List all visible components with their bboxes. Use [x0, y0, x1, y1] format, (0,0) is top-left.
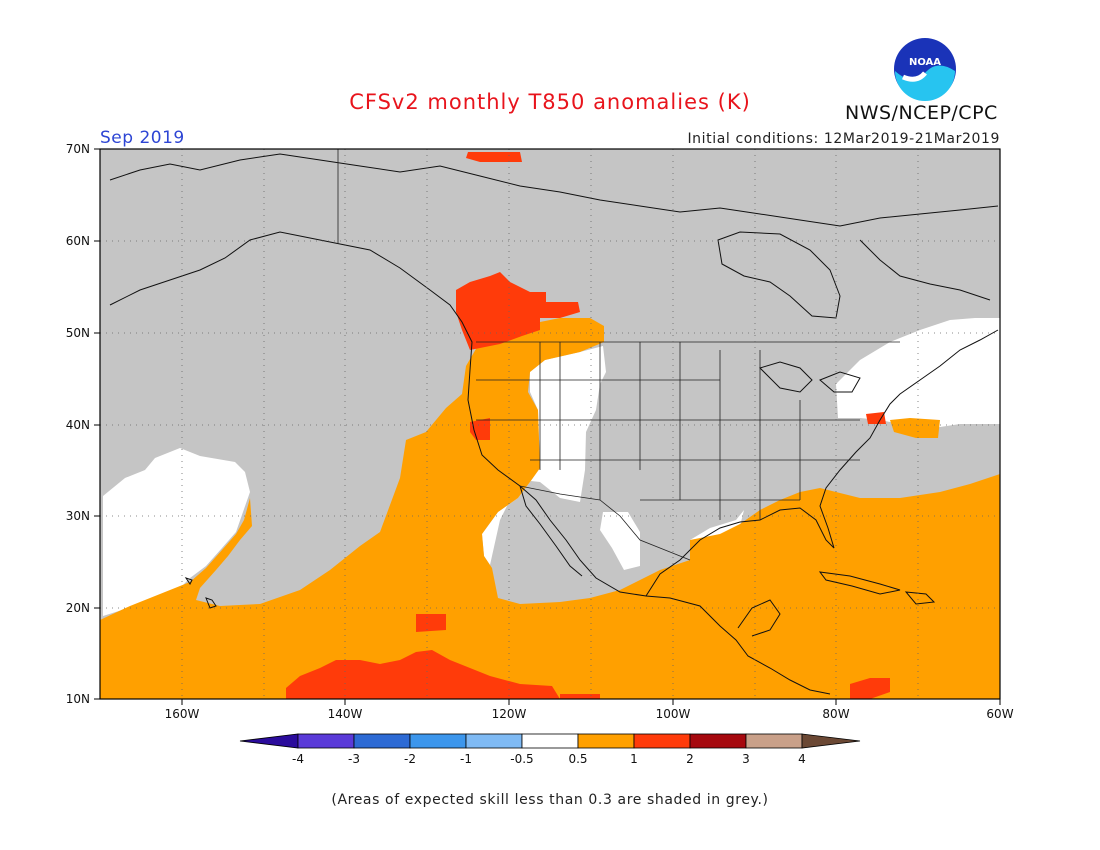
agency-label: NWS/NCEP/CPC [845, 102, 998, 124]
orange-anomaly-areas [100, 318, 1000, 699]
colorbar-label: -1 [460, 752, 472, 766]
initial-conditions: Initial conditions: 12Mar2019-21Mar2019 [687, 131, 1000, 147]
map-frame [99, 148, 1001, 700]
colorbar-swatch [353, 733, 411, 749]
colorbar-label: 4 [798, 752, 806, 766]
lat-label: 60N [65, 234, 90, 248]
colorbar-label: 3 [742, 752, 750, 766]
coastlines [109, 153, 999, 695]
colorbar-label: -2 [404, 752, 416, 766]
noaa-logo-text: NOAA [909, 57, 941, 68]
colorbar-label: -4 [292, 752, 304, 766]
forecast-period: Sep 2019 [100, 128, 185, 148]
colorbar-swatch [297, 733, 355, 749]
colorbar-label: 1 [630, 752, 638, 766]
lon-label: 60W [986, 707, 1014, 721]
colorbar-swatch [689, 733, 747, 749]
lat-label: 50N [65, 326, 90, 340]
axis-ticks [94, 148, 1001, 705]
lon-label: 160W [164, 707, 200, 721]
colorbar-label: -0.5 [510, 752, 534, 766]
colorbar-label: 2 [686, 752, 694, 766]
colorbar [239, 733, 861, 749]
colorbar-swatch [409, 733, 467, 749]
skill-footnote: (Areas of expected skill less than 0.3 a… [331, 792, 769, 808]
lon-label: 80W [822, 707, 850, 721]
lat-label: 20N [65, 601, 90, 615]
lon-label: 120W [491, 707, 527, 721]
colorbar-max-arrow [801, 733, 861, 749]
colorbar-label: 0.5 [568, 752, 588, 766]
colorbar-min-arrow [239, 733, 299, 749]
map-title: CFSv2 monthly T850 anomalies (K) [349, 90, 751, 114]
colorbar-swatch [633, 733, 691, 749]
lon-label: 140W [327, 707, 363, 721]
political-borders [337, 149, 900, 561]
lat-label: 70N [65, 142, 90, 156]
lat-label: 10N [65, 692, 90, 706]
colorbar-swatch [521, 733, 579, 749]
colorbar-swatch [745, 733, 803, 749]
colorbar-label: -3 [348, 752, 360, 766]
noaa-logo: NOAA [894, 38, 956, 101]
lat-label: 30N [65, 509, 90, 523]
colorbar-swatch [577, 733, 635, 749]
colorbar-swatch [465, 733, 523, 749]
lat-label: 40N [65, 418, 90, 432]
white-anomaly-areas [103, 318, 1000, 616]
lon-label: 100W [655, 707, 691, 721]
graticule [100, 149, 1000, 699]
red-anomaly-areas [286, 152, 890, 699]
